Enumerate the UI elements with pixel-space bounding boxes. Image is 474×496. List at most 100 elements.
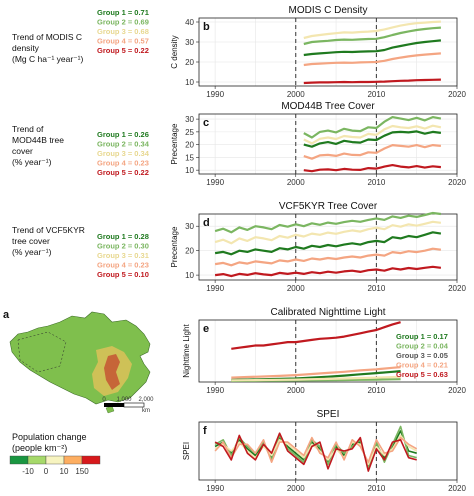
- plot-frame-e: [198, 319, 458, 383]
- series-line-d-group-5: [214, 265, 442, 278]
- x-tick-label: 2020: [448, 178, 466, 187]
- series-line-e-group-5: [231, 321, 401, 350]
- series-line-c-group-3: [303, 124, 442, 145]
- chart-c: MOD44B Tree Cover c 10 15 20 25 30 1990 2000 2010…: [97, 101, 466, 187]
- series-line-b-group-2: [303, 26, 441, 46]
- colorbar-swatch: [81, 455, 101, 465]
- series-line-f-group-5: [214, 432, 417, 472]
- grid-d: [199, 214, 458, 280]
- y-axis-label-d: Precentage: [170, 226, 179, 267]
- x-tick-label: 2010: [367, 284, 385, 293]
- x-tick-label: 2000: [287, 178, 305, 187]
- series-line-c-group-2: [303, 115, 442, 139]
- map-legend-title-1: Population change: [12, 432, 87, 442]
- description-line-c: cover: [12, 146, 33, 156]
- description-line-b: (Mg C ha⁻¹ year⁻¹): [12, 54, 83, 64]
- x-tick-label: 2010: [367, 386, 385, 395]
- legend-entry-group-4: Group 4 = 0.21: [396, 361, 448, 370]
- x-tick-label: 2010: [367, 90, 385, 99]
- chart-e: Calibrated Nighttime Light e 1990 2000 2010 2…: [182, 307, 466, 395]
- plot-frame-f: [198, 421, 458, 481]
- legend-entry-group-5: Group 5 = 0.10: [97, 270, 149, 279]
- x-tick-label: 2020: [448, 484, 466, 493]
- x-tick-label: 2010: [367, 484, 385, 493]
- series-line-b-group-1: [303, 39, 442, 57]
- legend-entry-group-3: Group 3 = 0.31: [97, 251, 149, 260]
- y-tick-label: 25: [185, 128, 194, 137]
- description-line-d: Trend of VCF5KYR: [12, 225, 85, 235]
- panel-letter-d: d: [203, 217, 210, 229]
- chart-b: MODIS C Density b 10 20 30 40 1990 2000 2010 2020…: [97, 5, 466, 99]
- legend-entry-group-3: Group 3 = 0.68: [97, 27, 149, 36]
- x-tick-label: 2010: [367, 178, 385, 187]
- china-map-urban-red: [104, 354, 120, 390]
- series-line-c-group-1: [303, 130, 442, 148]
- description-line-c: Trend of: [12, 124, 44, 134]
- colorbar-tick-label: -10: [22, 467, 34, 476]
- y-tick-label: 30: [185, 222, 194, 231]
- colorbar-swatch: [9, 455, 29, 465]
- y-tick-label: 20: [185, 141, 194, 150]
- y-tick-label: 10: [185, 78, 194, 87]
- x-tick-label: 2020: [448, 284, 466, 293]
- x-tick-label: 1990: [206, 90, 224, 99]
- series-line-d-group-2: [214, 211, 442, 234]
- chart-d: VCF5KYR Tree Cover d 10 20 30 1990 2000 2010 202…: [97, 201, 466, 293]
- y-axis-label-c: Precentage: [170, 123, 179, 164]
- series-line-d-group-4: [214, 247, 442, 267]
- legend-entry-group-2: Group 2 = 0.30: [97, 242, 149, 251]
- y-tick-label: 20: [185, 247, 194, 256]
- colorbar-tick-label: 0: [44, 467, 49, 476]
- y-tick-label: 40: [185, 18, 194, 27]
- colorbar-swatch: [45, 455, 65, 465]
- description-line-b: density: [12, 43, 40, 53]
- map-panel: a 0 1,000 2,000 km Population change (pe…: [3, 309, 154, 476]
- chart-title-d: VCF5KYR Tree Cover: [279, 201, 378, 212]
- legend-entry-group-5: Group 5 = 0.22: [97, 168, 149, 177]
- map-legend-title-2: (people km⁻²): [12, 443, 67, 453]
- x-tick-label: 1990: [206, 178, 224, 187]
- series-line-d-group-3: [214, 220, 442, 245]
- legend-entry-group-4: Group 4 = 0.57: [97, 37, 149, 46]
- scale-bar: 0 1,000 2,000 km: [102, 397, 154, 414]
- colorbar-swatch: [27, 455, 47, 465]
- legend-entry-group-1: Group 1 = 0.28: [97, 232, 149, 241]
- plot-frame-b: [198, 17, 458, 87]
- x-tick-label: 2000: [287, 484, 305, 493]
- y-axis-label-b: C density: [170, 35, 179, 68]
- series-line-f-group-3: [214, 434, 418, 466]
- description-line-b: Trend of MODIS C: [12, 32, 82, 42]
- scale-label-2000: 2,000: [138, 397, 154, 403]
- y-tick-label: 30: [185, 38, 194, 47]
- hainan-island: [105, 405, 115, 414]
- x-tick-label: 1990: [206, 284, 224, 293]
- panel-letter-f: f: [203, 425, 207, 437]
- chart-title-c: MOD44B Tree Cover: [281, 101, 375, 112]
- scale-label-0: 0: [102, 397, 106, 403]
- series-line-c-group-5: [303, 164, 442, 173]
- series-line-d-group-1: [214, 231, 442, 256]
- description-line-c: MOD44B tree: [12, 135, 64, 145]
- map-colorbar: -10 0 10 150: [9, 455, 101, 476]
- legend-entry-group-3: Group 3 = 0.34: [97, 149, 150, 158]
- colorbar-swatch: [63, 455, 83, 465]
- description-line-c: (% year⁻¹): [12, 157, 52, 167]
- legend-entry-group-1: Group 1 = 0.26: [97, 130, 149, 139]
- legend-entry-group-2: Group 2 = 0.04: [396, 342, 449, 351]
- chart-title-b: MODIS C Density: [289, 5, 368, 16]
- china-map-west-hatch: [17, 331, 67, 373]
- y-tick-label: 30: [185, 115, 194, 124]
- x-tick-label: 2000: [287, 386, 305, 395]
- description-line-d: tree cover: [12, 236, 50, 246]
- scale-unit: km: [142, 408, 150, 414]
- y-tick-label: 20: [185, 58, 194, 67]
- description-line-d: (% year⁻¹): [12, 247, 52, 257]
- panel-letter-c: c: [203, 117, 209, 129]
- series-line-e-group-4: [231, 366, 401, 379]
